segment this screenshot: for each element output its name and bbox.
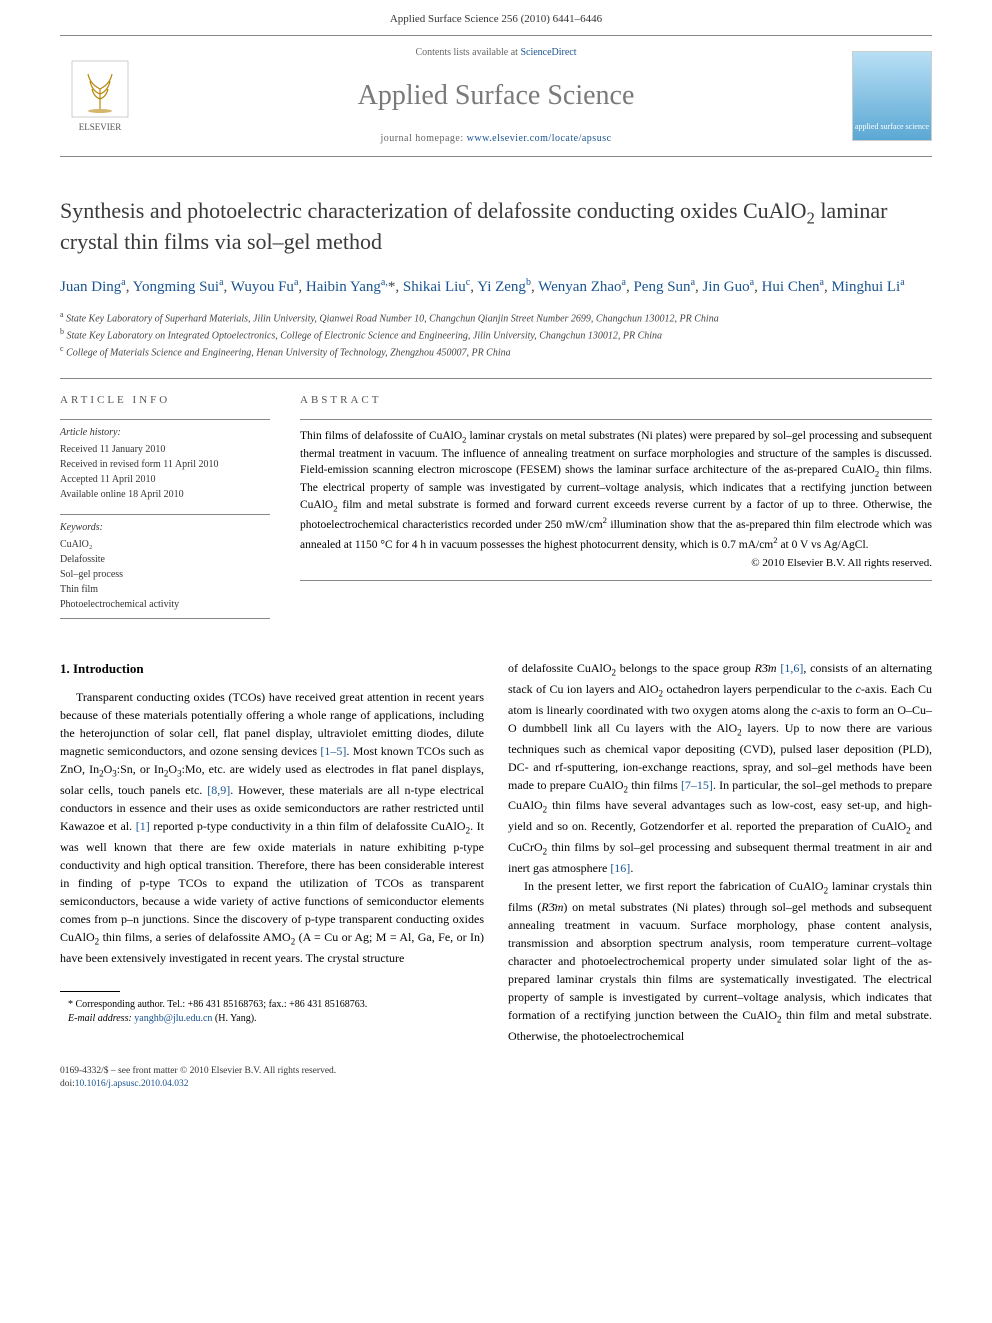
doi-link[interactable]: 10.1016/j.apsusc.2010.04.032 [75, 1079, 189, 1089]
email-footnote: E-mail address: yanghb@jlu.edu.cn (H. Ya… [60, 1012, 484, 1026]
history-line: Received in revised form 11 April 2010 [60, 457, 270, 472]
keyword: Sol–gel process [60, 567, 270, 582]
publisher-name: ELSEVIER [79, 121, 122, 134]
journal-homepage-line: journal homepage: www.elsevier.com/locat… [140, 132, 852, 146]
corresponding-author-footnote: * Corresponding author. Tel.: +86 431 85… [60, 998, 484, 1012]
affiliation: c College of Materials Science and Engin… [60, 343, 932, 360]
section-heading: 1. Introduction [60, 659, 484, 679]
abstract-heading: abstract [300, 393, 932, 408]
sciencedirect-link[interactable]: ScienceDirect [520, 47, 576, 58]
body-paragraph: of delafossite CuAlO2 belongs to the spa… [508, 659, 932, 877]
journal-banner: ELSEVIER Contents lists available at Sci… [60, 35, 932, 156]
footnote-separator [60, 991, 120, 992]
divider [60, 378, 932, 379]
running-head: Applied Surface Science 256 (2010) 6441–… [0, 0, 992, 35]
body-paragraph: Transparent conducting oxides (TCOs) hav… [60, 688, 484, 967]
article-info-heading: article info [60, 393, 270, 408]
abstract-copyright: © 2010 Elsevier B.V. All rights reserved… [300, 556, 932, 572]
keyword: CuAlO₂ [60, 537, 270, 552]
keyword: Delafossite [60, 552, 270, 567]
keywords-block: Keywords: CuAlO₂DelafossiteSol–gel proce… [60, 514, 270, 619]
keywords-lines: CuAlO₂DelafossiteSol–gel processThin fil… [60, 537, 270, 612]
issn-line: 0169-4332/$ – see front matter © 2010 El… [60, 1065, 932, 1078]
elsevier-tree-icon [70, 59, 130, 119]
contents-available-line: Contents lists available at ScienceDirec… [140, 46, 852, 60]
history-line: Available online 18 April 2010 [60, 487, 270, 502]
article-info-column: article info Article history: Received 1… [60, 393, 270, 618]
history-lines: Received 11 January 2010Received in revi… [60, 442, 270, 502]
keyword: Photoelectrochemical activity [60, 597, 270, 612]
body-paragraph: In the present letter, we first report t… [508, 877, 932, 1045]
affiliation: a State Key Laboratory of Superhard Mate… [60, 309, 932, 326]
publisher-block: ELSEVIER [60, 59, 140, 134]
page-footer: 0169-4332/$ – see front matter © 2010 El… [60, 1065, 932, 1092]
abstract-text: Thin films of delafossite of CuAlO2 lami… [300, 419, 932, 581]
affiliation: b State Key Laboratory on Integrated Opt… [60, 326, 932, 343]
body-text: 1. Introduction Transparent conducting o… [60, 659, 932, 1045]
author-list: Juan Dinga, Yongming Suia, Wuyou Fua, Ha… [60, 275, 932, 299]
journal-title: Applied Surface Science [140, 76, 852, 115]
article-history-block: Article history: Received 11 January 201… [60, 419, 270, 502]
abstract-column: abstract Thin films of delafossite of Cu… [300, 393, 932, 618]
banner-center: Contents lists available at ScienceDirec… [140, 46, 852, 145]
keywords-label: Keywords: [60, 521, 270, 535]
cover-caption: applied surface science [855, 122, 929, 132]
homepage-link[interactable]: www.elsevier.com/locate/apsusc [467, 133, 612, 144]
info-abstract-row: article info Article history: Received 1… [60, 393, 932, 618]
affiliation-list: a State Key Laboratory of Superhard Mate… [60, 309, 932, 361]
history-line: Received 11 January 2010 [60, 442, 270, 457]
doi-line: doi:10.1016/j.apsusc.2010.04.032 [60, 1078, 932, 1091]
citation: Applied Surface Science 256 (2010) 6441–… [390, 13, 602, 25]
article-title: Synthesis and photoelectric characteriza… [60, 197, 932, 257]
history-line: Accepted 11 April 2010 [60, 472, 270, 487]
journal-cover-thumb: applied surface science [852, 51, 932, 141]
history-label: Article history: [60, 426, 270, 440]
email-link[interactable]: yanghb@jlu.edu.cn [134, 1013, 212, 1024]
article-front: Synthesis and photoelectric characteriza… [60, 197, 932, 1045]
keyword: Thin film [60, 582, 270, 597]
